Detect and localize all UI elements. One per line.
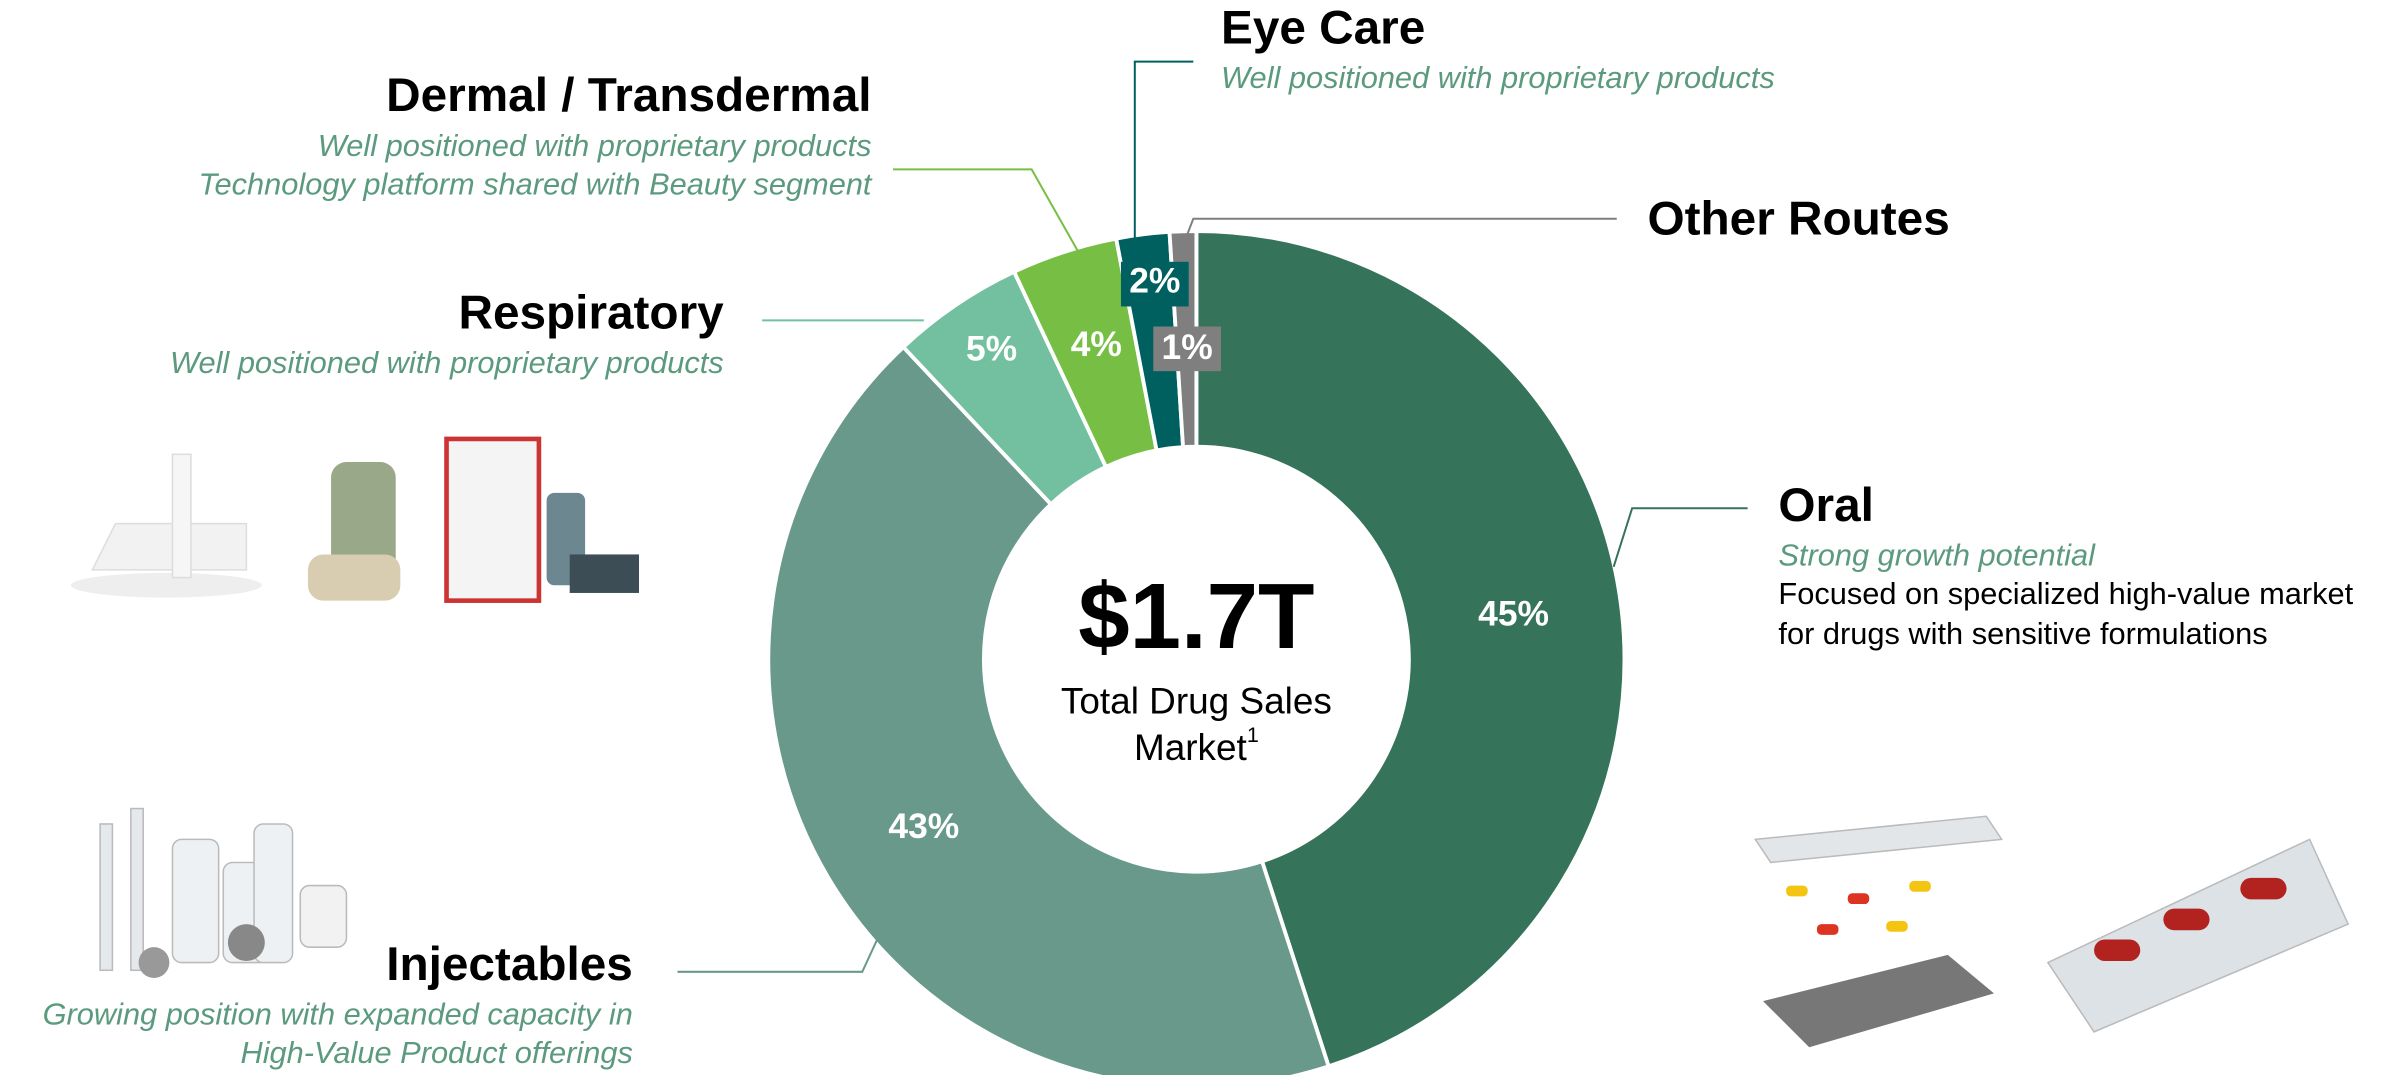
category-detail: for drugs with sensitive formulations xyxy=(1778,616,2267,651)
leader-line xyxy=(677,932,880,972)
respiratory-products xyxy=(71,439,639,601)
category-title: Eye Care xyxy=(1221,1,1425,54)
category-highlight: Well positioned with proprietary product… xyxy=(1221,60,1775,95)
value-label: 43% xyxy=(888,806,959,846)
category-highlight: Well positioned with proprietary product… xyxy=(170,345,724,380)
value-label: 4% xyxy=(1071,324,1122,364)
category-highlight: Technology platform shared with Beauty s… xyxy=(199,166,873,201)
category-highlight: High-Value Product offerings xyxy=(240,1035,632,1070)
value-label: 1% xyxy=(1162,327,1213,367)
value-label: 2% xyxy=(1129,261,1180,301)
center-text: Market1 xyxy=(1134,722,1259,768)
category-title: Other Routes xyxy=(1648,192,1950,245)
leader-line xyxy=(1614,508,1748,567)
category-detail: Focused on specialized high-value market xyxy=(1778,576,2353,611)
injectable-products xyxy=(100,809,346,978)
category-highlight: Strong growth potential xyxy=(1778,538,2096,573)
category-title: Oral xyxy=(1778,479,1873,532)
category-title: Injectables xyxy=(386,938,633,991)
value-label: 45% xyxy=(1478,593,1549,633)
center-text: Market xyxy=(1134,727,1247,768)
leader-line xyxy=(893,169,1078,251)
category-highlight: Growing position with expanded capacity … xyxy=(43,997,633,1032)
center-text: Total Drug Sales xyxy=(1061,681,1332,722)
page: 45% Oral Strong growth potentialFocused on… xyxy=(0,0,2382,1075)
oral-products xyxy=(1755,816,2348,1047)
category-title: Respiratory xyxy=(459,286,725,339)
category-title: Dermal / Transdermal xyxy=(386,69,871,122)
category-highlight: Well positioned with proprietary product… xyxy=(318,128,872,163)
center-value: $1.7T xyxy=(1078,564,1314,668)
leader-line xyxy=(1135,62,1194,244)
chart: 45% Oral Strong growth potentialFocused on… xyxy=(0,0,2382,1075)
footnote-mark: 1 xyxy=(1247,722,1259,747)
value-label: 5% xyxy=(966,329,1017,369)
